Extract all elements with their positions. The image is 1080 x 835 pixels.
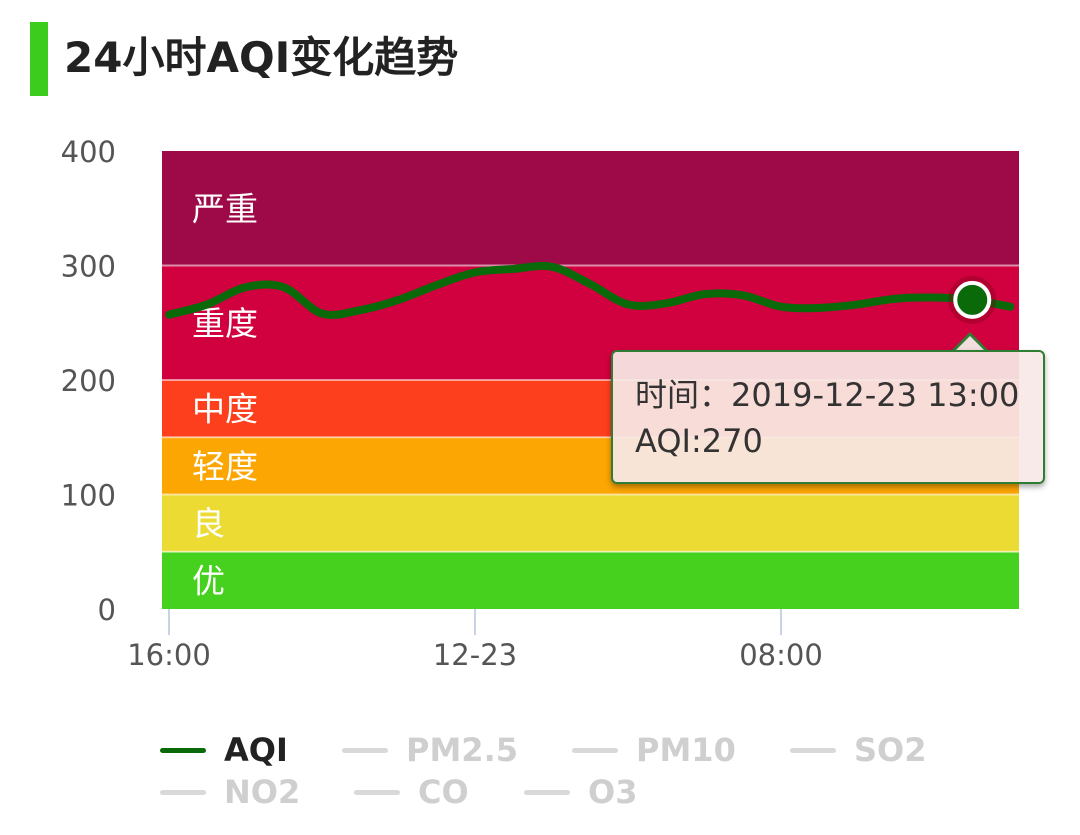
legend-item-o3[interactable]: O3 [524,772,637,812]
aqi-series-line [165,261,1015,319]
band-label: 严重 [192,189,258,228]
legend-swatch [790,747,836,753]
legend-swatch [160,789,206,795]
band-label: 优 [192,561,225,600]
band-label: 良 [192,504,225,543]
legend-label: AQI [224,731,288,769]
x-tick-label: 12-23 [433,638,517,672]
legend-label: O3 [588,773,638,811]
legend-swatch [354,789,400,795]
page-title: 24小时AQI变化趋势 [64,33,459,82]
band-label: 重度 [192,304,258,343]
legend-label: CO [418,773,469,811]
legend-label: NO2 [224,773,301,811]
band-label: 轻度 [192,447,258,486]
highlight-point [953,280,992,319]
legend-swatch [572,747,618,753]
band-label: 中度 [192,390,258,429]
tooltip-value: AQI:270 [635,422,763,460]
legend-label: PM2.5 [406,731,518,769]
tooltip-time: 时间：2019-12-23 13:00 [635,376,1020,414]
legend-swatch [160,747,206,753]
chart-tooltip: 时间：2019-12-23 13:00 AQI:270 [611,350,1045,484]
tooltip-pointer-fill [954,336,986,352]
legend-item-aqi[interactable]: AQI [160,730,288,770]
legend-item-co[interactable]: CO [354,772,469,812]
y-tick-label: 0 [98,593,116,627]
legend-label: SO2 [854,731,927,769]
y-tick-label: 400 [61,135,116,169]
x-tick-label: 08:00 [739,638,823,672]
title-accent-bar [30,22,48,96]
band-300-400 [162,151,1019,266]
legend-item-so2[interactable]: SO2 [790,730,927,770]
y-tick-label: 100 [61,479,116,513]
y-tick-label: 200 [61,364,116,398]
legend-swatch [342,747,388,753]
band-50-100 [162,494,1019,552]
legend-item-pm25[interactable]: PM2.5 [342,730,518,770]
x-tick-label: 16:00 [127,638,211,672]
band-0-50 [162,551,1019,609]
legend-swatch [524,789,570,795]
legend-item-pm10[interactable]: PM10 [572,730,736,770]
legend-item-no2[interactable]: NO2 [160,772,300,812]
legend-label: PM10 [636,731,736,769]
y-tick-label: 300 [61,250,116,284]
